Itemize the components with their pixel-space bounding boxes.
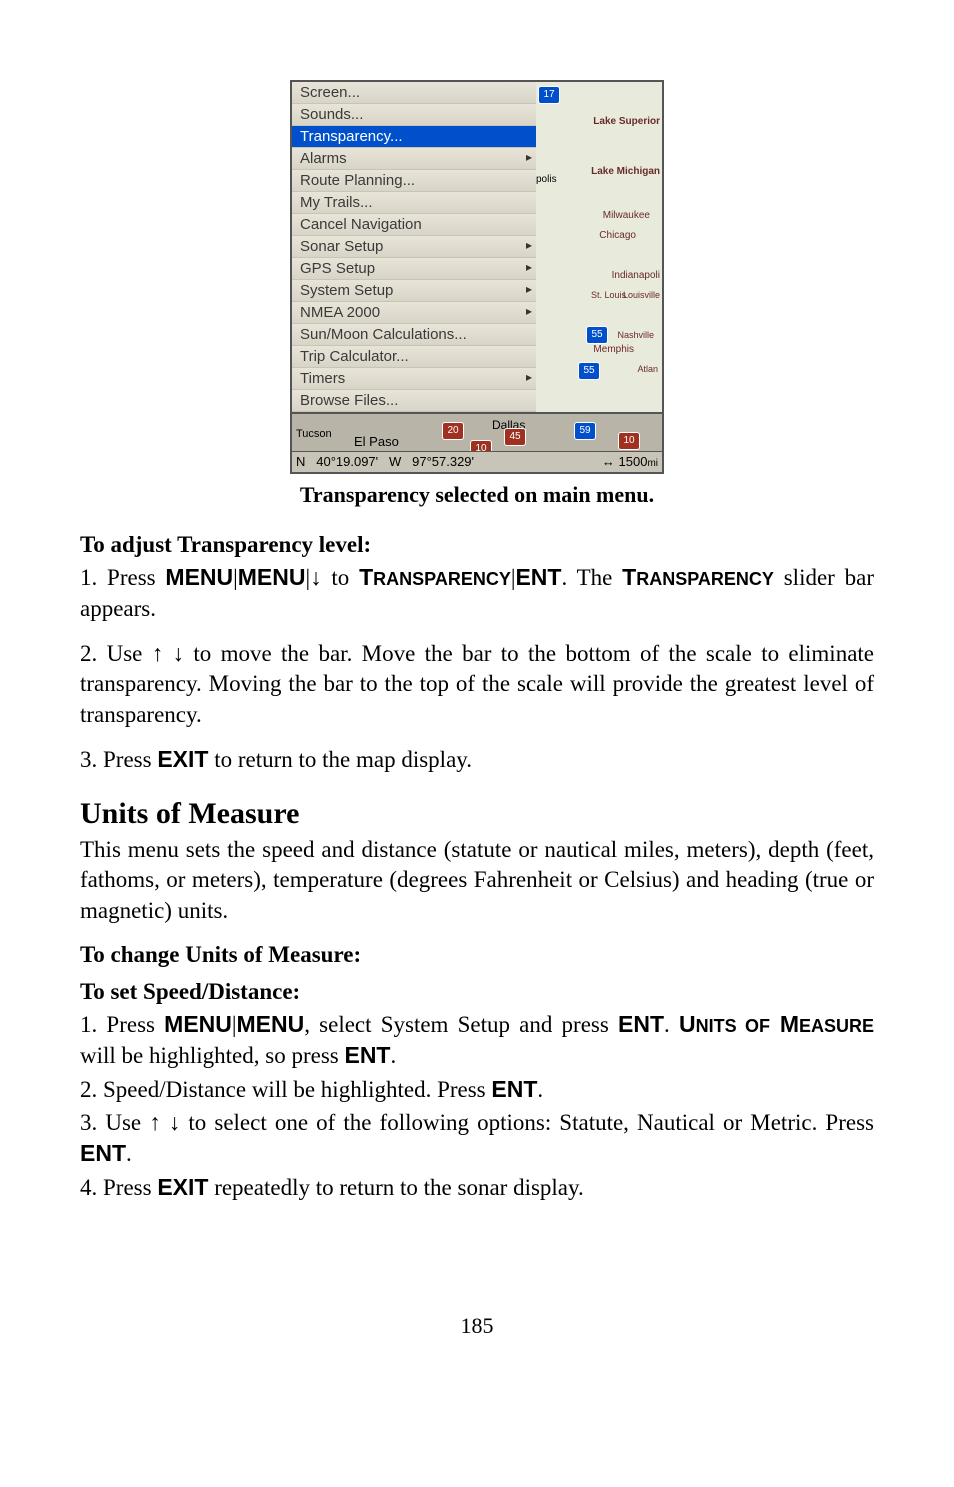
menu-item[interactable]: Trip Calculator...	[292, 346, 536, 368]
down-arrow-icon: ↓	[173, 640, 185, 666]
status-distance: 1500	[619, 454, 648, 469]
menu-item[interactable]: Alarms▸	[292, 148, 536, 170]
page: 17 Lake Superior Lake Michigan polis Mil…	[0, 0, 954, 1379]
status-lat: 40°19.097'	[316, 454, 378, 469]
route-shield-icon: 55	[586, 326, 608, 344]
map-label: Milwaukee	[603, 210, 650, 221]
menu-item[interactable]: Sonar Setup▸	[292, 236, 536, 258]
map-background: 17 Lake Superior Lake Michigan polis Mil…	[532, 82, 662, 422]
key-ent: ENT	[491, 1076, 537, 1102]
status-arrow-icon: ↔	[602, 454, 615, 469]
status-lon: 97°57.329'	[412, 454, 474, 469]
menu-item[interactable]: Screen...	[292, 82, 536, 104]
key-ent: ENT	[344, 1042, 390, 1068]
down-arrow-icon: ↓	[169, 1109, 181, 1135]
map-label: Atlan	[637, 364, 658, 374]
menu-item[interactable]: My Trails...	[292, 192, 536, 214]
submenu-arrow-icon: ▸	[526, 304, 532, 318]
route-shield-icon: 59	[574, 422, 596, 440]
route-shield-icon: 55	[578, 362, 600, 380]
submenu-arrow-icon: ▸	[526, 238, 532, 252]
status-w: W	[389, 454, 401, 469]
map-label: Lake Superior	[593, 116, 660, 127]
map-label: Nashville	[617, 330, 654, 340]
submenu-arrow-icon: ▸	[526, 150, 532, 164]
submenu-arrow-icon: ▸	[526, 370, 532, 384]
menu-item[interactable]: Timers▸	[292, 368, 536, 390]
units-step-1: 1. Press MENU|MENU, select System Setup …	[80, 1009, 874, 1072]
key-ent: ENT	[618, 1011, 664, 1037]
key-menu: MENU	[164, 1011, 232, 1037]
up-arrow-icon: ↑	[152, 640, 164, 666]
map-label: St. Louis	[591, 290, 626, 300]
up-arrow-icon: ↑	[149, 1109, 161, 1135]
units-step-2: 2. Speed/Distance will be highlighted. P…	[80, 1074, 874, 1105]
menu-name-transparency: TRANSPARENCY	[359, 564, 511, 590]
step-3: 3. Press EXIT to return to the map displ…	[80, 744, 874, 775]
key-exit: EXIT	[157, 746, 208, 772]
route-shield-icon: 17	[538, 86, 560, 104]
menu-item[interactable]: Route Planning...	[292, 170, 536, 192]
map-label: El Paso	[354, 434, 399, 449]
step-2: 2. Use ↑ ↓ to move the bar. Move the bar…	[80, 638, 874, 730]
down-arrow-icon: ↓	[310, 564, 322, 590]
body-text: To adjust Transparency level: 1. Press M…	[80, 530, 874, 1203]
menu-name-transparency: TRANSPARENCY	[622, 564, 774, 590]
status-n: N	[296, 454, 305, 469]
menu-item[interactable]: System Setup▸	[292, 280, 536, 302]
key-ent: ENT	[515, 564, 561, 590]
key-menu: MENU	[237, 1011, 305, 1037]
map-label: polis	[536, 174, 557, 185]
menu-name-units-of-measure: UNITS OF MEASURE	[679, 1011, 874, 1037]
units-intro: This menu sets the speed and distance (s…	[80, 835, 874, 926]
menu-item[interactable]: GPS Setup▸	[292, 258, 536, 280]
key-ent: ENT	[80, 1140, 126, 1166]
heading-change-units: To change Units of Measure:	[80, 940, 874, 970]
route-shield-icon: 10	[618, 432, 640, 450]
heading-set-speed-distance: To set Speed/Distance:	[80, 977, 874, 1007]
map-label: Louisville	[623, 290, 660, 300]
device-screenshot: 17 Lake Superior Lake Michigan polis Mil…	[290, 80, 664, 474]
step-1: 1. Press MENU|MENU|↓ to TRANSPARENCY|ENT…	[80, 562, 874, 624]
menu-item[interactable]: Sun/Moon Calculations...	[292, 324, 536, 346]
units-step-4: 4. Press EXIT repeatedly to return to th…	[80, 1172, 874, 1203]
map-label: Tucson	[296, 428, 332, 440]
key-exit: EXIT	[157, 1174, 208, 1200]
map-label: Chicago	[599, 230, 636, 241]
menu-item[interactable]: Browse Files...	[292, 390, 536, 412]
screenshot-container: 17 Lake Superior Lake Michigan polis Mil…	[80, 80, 874, 474]
status-bar: N 40°19.097' W 97°57.329' ↔ 1500mi	[292, 451, 662, 472]
map-label: Lake Michigan	[591, 166, 660, 177]
map-label: Indianapoli	[612, 270, 660, 281]
key-menu: MENU	[165, 564, 233, 590]
menu-item[interactable]: Sounds...	[292, 104, 536, 126]
route-shield-icon: 45	[504, 428, 526, 446]
submenu-arrow-icon: ▸	[526, 282, 532, 296]
units-step-3: 3. Use ↑ ↓ to select one of the followin…	[80, 1107, 874, 1170]
heading-adjust-transparency: To adjust Transparency level:	[80, 530, 874, 560]
figure-caption: Transparency selected on main menu.	[80, 482, 874, 508]
submenu-arrow-icon: ▸	[526, 260, 532, 274]
route-shield-icon: 20	[442, 422, 464, 440]
key-menu: MENU	[238, 564, 306, 590]
section-title-units: Units of Measure	[80, 794, 874, 834]
status-unit: mi	[647, 458, 658, 469]
map-label: Memphis	[593, 344, 634, 355]
menu-item[interactable]: NMEA 2000▸	[292, 302, 536, 324]
menu-item[interactable]: Cancel Navigation	[292, 214, 536, 236]
map-footer: Dallas Tucson El Paso 20 45 10 59 10 N 4…	[292, 412, 662, 472]
page-number: 185	[80, 1313, 874, 1339]
menu-item[interactable]: Transparency...	[292, 126, 536, 148]
